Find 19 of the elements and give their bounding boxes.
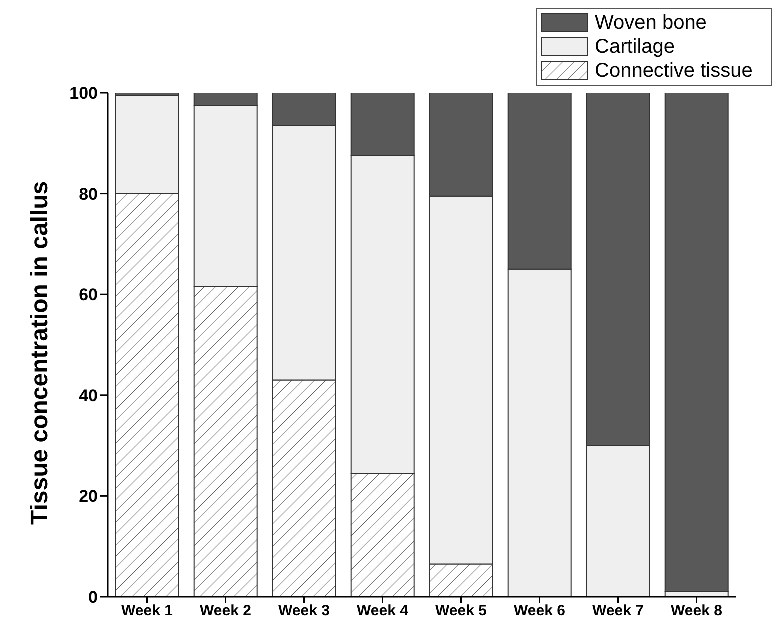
y-tick-label: 60 — [79, 286, 98, 305]
x-tick-label: Week 3 — [278, 602, 330, 620]
legend-label: Woven bone — [595, 12, 707, 34]
x-tick-label: Week 7 — [592, 602, 644, 620]
y-axis-title: Tissue concentration in callus — [26, 181, 54, 525]
legend-label: Cartilage — [595, 36, 676, 58]
x-tick-label: Week 6 — [514, 602, 566, 620]
x-tick-label: Week 8 — [671, 602, 722, 620]
x-tick-label: Week 4 — [357, 602, 410, 620]
x-tick-label: Week 2 — [200, 602, 252, 620]
x-tick-label: Week 5 — [436, 602, 487, 620]
y-tick-label: 100 — [70, 84, 98, 104]
y-tick-label: 0 — [88, 588, 98, 608]
y-tick-label: 20 — [79, 487, 98, 506]
y-tick-label: 80 — [79, 184, 98, 204]
legend-label: Connective tissue — [595, 60, 753, 82]
bar — [664, 93, 729, 592]
x-tick-label: Week 1 — [122, 602, 173, 620]
y-tick-label: 40 — [79, 386, 98, 406]
